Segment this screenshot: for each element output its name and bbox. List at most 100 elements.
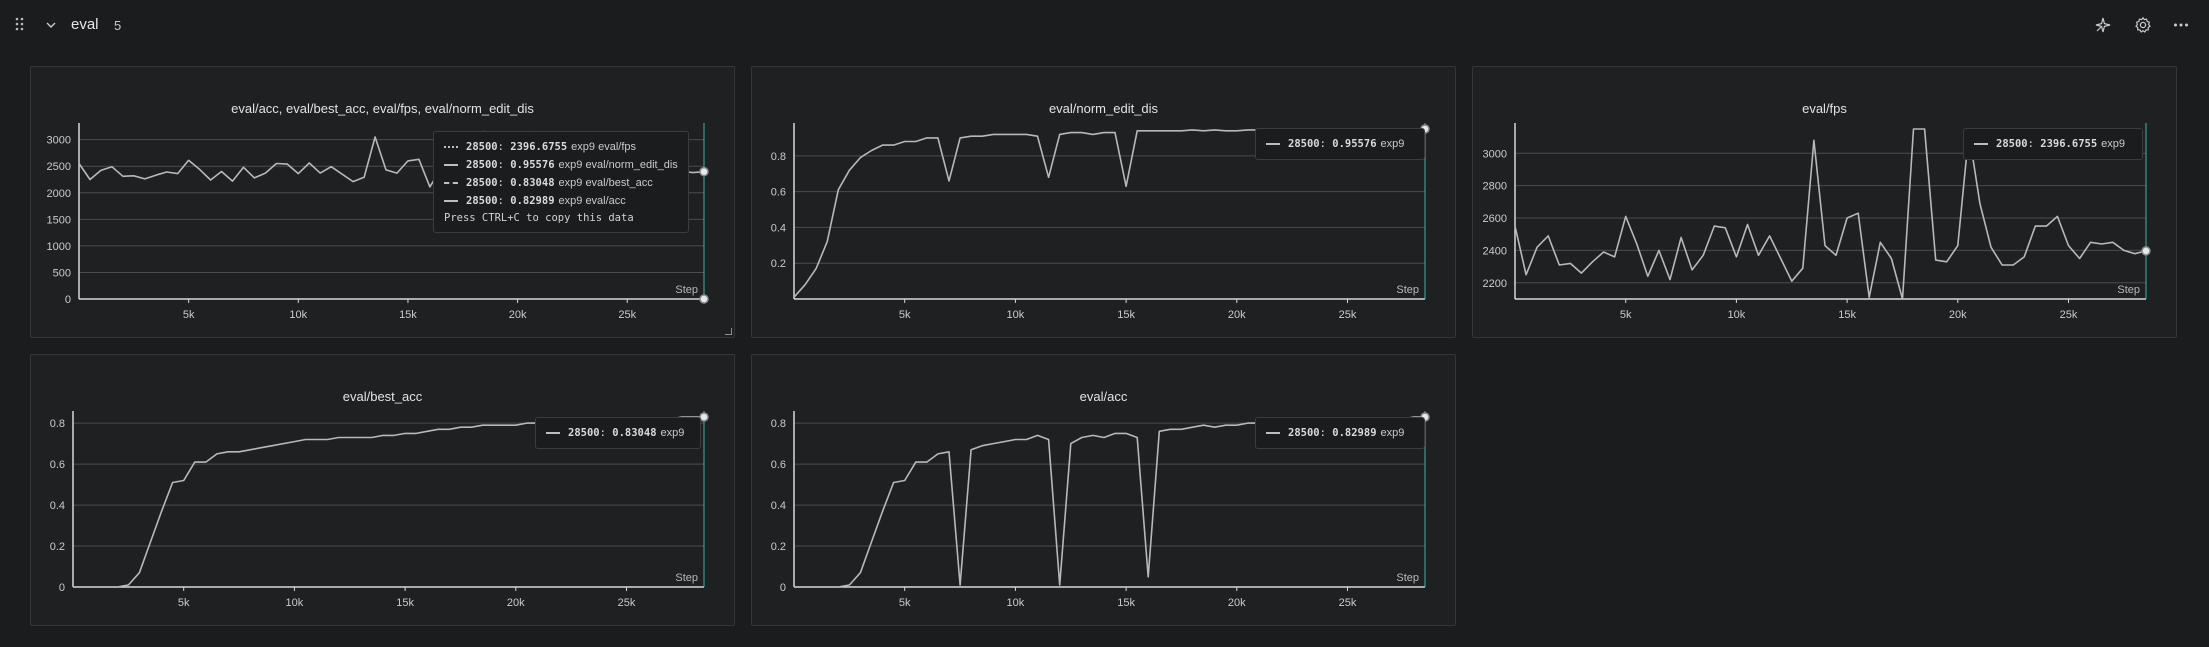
line-chart[interactable]: 0.2 0.4 0.6 0.8 5k 10k 15k 20k 25k Step <box>752 67 1455 337</box>
tooltip-value: 2396.6755 <box>510 141 568 153</box>
section-header: eval 5 <box>0 0 2209 52</box>
x-axis-label: Step <box>675 572 698 584</box>
chart-panel-best-acc[interactable]: eval/best_acc 0 0.2 0.4 0.6 0.8 5k 10k 15k 20k 25… <box>30 354 735 626</box>
y-tick-label: 0 <box>780 582 786 594</box>
x-tick-label: 25k <box>1339 597 1357 609</box>
y-tick-label: 2600 <box>1483 213 1507 225</box>
y-tick-label: 0.6 <box>771 187 786 199</box>
sparkle-icon[interactable] <box>2094 16 2112 34</box>
x-axis-label: Step <box>2117 284 2140 296</box>
tooltip-value: 0.83048 <box>612 427 657 439</box>
hover-point <box>699 166 709 177</box>
drag-handle-icon[interactable] <box>14 17 28 31</box>
x-tick-label: 20k <box>1949 309 1967 321</box>
y-tick-label: 2500 <box>47 161 71 173</box>
panel-title: eval/fps <box>1802 101 1847 116</box>
panel-title: eval/best_acc <box>342 389 423 404</box>
x-tick-label: 15k <box>1117 597 1135 609</box>
chart-panel-fps[interactable]: eval/fps 2200 2400 2600 2800 3000 5k 10k 15k 20k… <box>1472 66 2177 338</box>
y-tick-label: 0.4 <box>50 500 65 512</box>
tooltip-row: 28500: 0.83048 exp9 eval/best_acc <box>444 174 678 192</box>
x-tick-label: 10k <box>286 597 304 609</box>
tooltip-hint: Press CTRL+C to copy this data <box>444 212 634 224</box>
hover-point <box>699 294 709 304</box>
tooltip-step: 28500 <box>1288 138 1320 150</box>
x-tick-label: 25k <box>618 309 636 321</box>
y-tick-label: 3000 <box>47 135 71 147</box>
gear-icon[interactable] <box>2134 16 2152 34</box>
y-tick-label: 1500 <box>47 214 71 226</box>
line-chart[interactable]: 2200 2400 2600 2800 3000 5k 10k 15k 20k 25k Step <box>1473 67 2176 337</box>
resize-handle-icon[interactable] <box>725 328 732 335</box>
tooltip-run: exp9 eval/best_acc <box>558 177 653 189</box>
tooltip-row: 28500: 0.83048 exp9 <box>546 424 690 442</box>
y-tick-label: 0.4 <box>771 222 786 234</box>
x-tick-label: 10k <box>289 309 307 321</box>
tooltip-run: exp9 <box>2101 138 2126 150</box>
tooltip-step: 28500 <box>466 159 498 171</box>
tooltip-row: 28500: 2396.6755 exp9 eval/fps <box>444 138 678 156</box>
y-tick-label: 0.8 <box>50 418 65 430</box>
line-swatch-icon <box>444 146 458 148</box>
x-tick-label: 10k <box>1728 309 1746 321</box>
tooltip-run: exp9 <box>660 427 685 439</box>
tooltip-row: 28500: 0.95576 exp9 eval/norm_edit_dis <box>444 156 678 174</box>
line-swatch-icon <box>444 200 458 202</box>
line-chart[interactable]: 0 0.2 0.4 0.6 0.8 5k 10k 15k 20k 25k Step <box>752 355 1455 625</box>
tooltip-step: 28500 <box>466 177 498 189</box>
tooltip-row: 28500: 2396.6755 exp9 <box>1974 135 2132 153</box>
x-tick-label: 15k <box>396 597 414 609</box>
line-chart[interactable]: 0 0.2 0.4 0.6 0.8 5k 10k 15k 20k 25k Step <box>31 355 734 625</box>
chart-panel-norm-edit-dis[interactable]: eval/norm_edit_dis 0.2 0.4 0.6 0.8 5k 10k 15k 2… <box>751 66 1456 338</box>
chart-panel-acc[interactable]: eval/acc 0 0.2 0.4 0.6 0.8 5k 10k 15k 20k 25k Step… <box>751 354 1456 626</box>
chevron-down-icon[interactable] <box>44 18 58 32</box>
tooltip-step: 28500 <box>466 141 498 153</box>
y-tick-label: 0.8 <box>771 151 786 163</box>
x-axis-label: Step <box>1396 284 1419 296</box>
tooltip-value: 0.95576 <box>1332 138 1377 150</box>
x-tick-label: 20k <box>1228 597 1246 609</box>
hover-tooltip: 28500: 0.95576 exp9 <box>1255 128 1425 160</box>
line-swatch-icon <box>444 182 458 184</box>
more-horizontal-icon[interactable] <box>2172 16 2190 34</box>
x-tick-label: 25k <box>2060 309 2078 321</box>
line-swatch-icon <box>1974 143 1988 145</box>
y-tick-label: 1000 <box>47 241 71 253</box>
series-line <box>1514 128 2147 300</box>
y-tick-label: 3000 <box>1483 148 1507 160</box>
x-tick-label: 5k <box>899 597 911 609</box>
tooltip-row: 28500: 0.82989 exp9 <box>1266 424 1414 442</box>
tooltip-row: 28500: 0.82989 exp9 eval/acc <box>444 192 678 210</box>
x-tick-label: 15k <box>1117 309 1135 321</box>
y-tick-label: 0.2 <box>771 258 786 270</box>
y-tick-label: 0.8 <box>771 418 786 430</box>
hover-point <box>2141 246 2151 256</box>
hover-tooltip: 28500: 0.83048 exp9 <box>535 417 701 449</box>
hover-point <box>699 412 709 422</box>
section-title[interactable]: eval <box>71 16 99 33</box>
y-tick-label: 2200 <box>1483 278 1507 290</box>
x-tick-label: 25k <box>618 597 636 609</box>
x-tick-label: 20k <box>507 597 525 609</box>
hover-tooltip: 28500: 2396.6755 exp9 <box>1963 128 2143 160</box>
x-tick-label: 10k <box>1007 597 1025 609</box>
chart-panel-combined[interactable]: eval/acc, eval/best_acc, eval/fps, eval/… <box>30 66 735 338</box>
panel-title: eval/acc <box>1079 389 1128 404</box>
tooltip-run: exp9 eval/fps <box>571 141 636 153</box>
hover-tooltip: 28500: 2396.6755 exp9 eval/fps 28500: 0.9… <box>433 131 689 233</box>
tooltip-value: 0.83048 <box>510 177 555 189</box>
tooltip-step: 28500 <box>1996 138 2028 150</box>
y-tick-label: 0.4 <box>771 500 786 512</box>
tooltip-value: 2396.6755 <box>2040 138 2098 150</box>
y-tick-label: 2400 <box>1483 245 1507 257</box>
tooltip-run: exp9 eval/norm_edit_dis <box>558 159 678 171</box>
tooltip-step: 28500 <box>466 195 498 207</box>
tooltip-value: 0.95576 <box>510 159 555 171</box>
line-swatch-icon <box>1266 432 1280 434</box>
x-tick-label: 20k <box>1228 309 1246 321</box>
y-tick-label: 0 <box>65 294 71 306</box>
y-tick-label: 0.6 <box>771 459 786 471</box>
y-tick-label: 0.2 <box>771 541 786 553</box>
y-tick-label: 2800 <box>1483 181 1507 193</box>
tooltip-run: exp9 <box>1380 138 1405 150</box>
